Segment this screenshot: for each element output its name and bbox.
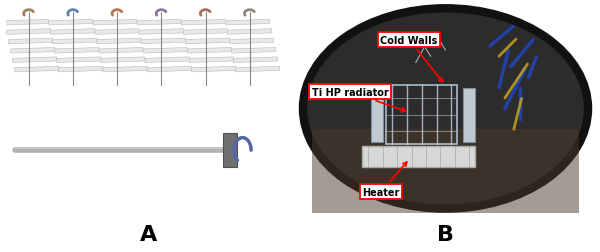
Polygon shape: [183, 29, 227, 35]
Text: A: A: [140, 224, 157, 244]
Polygon shape: [229, 39, 274, 45]
Polygon shape: [7, 29, 51, 35]
Text: A: A: [26, 9, 31, 15]
Polygon shape: [235, 67, 280, 73]
Polygon shape: [145, 58, 189, 63]
Text: Heater: Heater: [362, 162, 407, 197]
Polygon shape: [49, 20, 93, 26]
Polygon shape: [57, 58, 101, 63]
Polygon shape: [8, 39, 53, 45]
Polygon shape: [227, 29, 272, 35]
Polygon shape: [5, 20, 49, 26]
Polygon shape: [97, 39, 141, 45]
Polygon shape: [13, 58, 57, 63]
Polygon shape: [99, 48, 143, 54]
Polygon shape: [55, 48, 99, 54]
Text: C: C: [115, 9, 119, 15]
Polygon shape: [232, 48, 275, 54]
Text: Ti HP radiator: Ti HP radiator: [312, 87, 406, 112]
Text: E: E: [203, 9, 208, 15]
Text: G: G: [211, 105, 219, 115]
Polygon shape: [223, 134, 237, 167]
Polygon shape: [137, 20, 181, 26]
Text: Cold Walls: Cold Walls: [380, 35, 443, 82]
Polygon shape: [53, 39, 97, 45]
Polygon shape: [59, 67, 103, 73]
Polygon shape: [143, 48, 187, 54]
Polygon shape: [312, 130, 579, 213]
Polygon shape: [103, 67, 147, 73]
Polygon shape: [139, 29, 183, 35]
Polygon shape: [14, 67, 59, 73]
Polygon shape: [11, 48, 55, 54]
Polygon shape: [141, 39, 185, 45]
Polygon shape: [95, 29, 139, 35]
Polygon shape: [101, 58, 145, 63]
Text: B: B: [437, 224, 454, 244]
FancyBboxPatch shape: [362, 146, 475, 167]
Polygon shape: [51, 29, 95, 35]
FancyBboxPatch shape: [463, 88, 475, 142]
FancyBboxPatch shape: [371, 88, 383, 142]
Polygon shape: [147, 67, 191, 73]
Polygon shape: [185, 39, 229, 45]
Polygon shape: [226, 20, 269, 26]
Polygon shape: [233, 58, 278, 63]
Polygon shape: [181, 20, 226, 26]
Polygon shape: [191, 67, 235, 73]
Polygon shape: [187, 48, 232, 54]
Text: D: D: [158, 9, 164, 15]
Text: B: B: [70, 9, 76, 15]
Polygon shape: [189, 58, 233, 63]
Ellipse shape: [303, 9, 588, 209]
Text: F: F: [247, 9, 251, 15]
Polygon shape: [93, 20, 137, 26]
